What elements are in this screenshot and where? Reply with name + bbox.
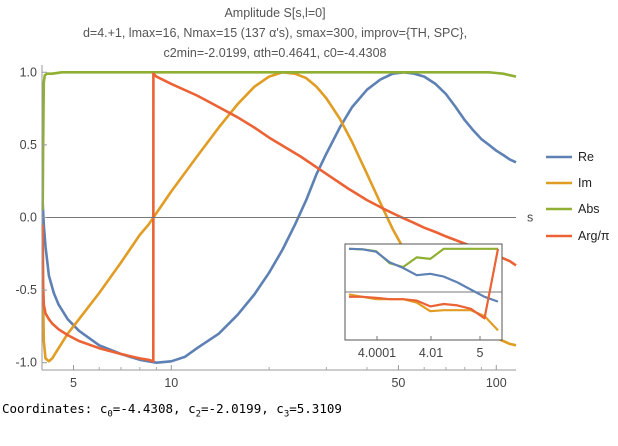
x-tick-label: 10 bbox=[164, 376, 178, 390]
c0-value: =-4.4308 bbox=[112, 401, 174, 416]
c2-value: =-2.0199 bbox=[201, 401, 262, 416]
legend-label: Im bbox=[578, 176, 592, 190]
inset-line-arg bbox=[349, 248, 500, 320]
series-line-arg bbox=[41, 72, 517, 363]
y-tick-label: 0.0 bbox=[20, 211, 37, 225]
legend-label: Re bbox=[578, 150, 594, 164]
inset-tick-label: 5 bbox=[477, 346, 484, 360]
c3-value: =5.3109 bbox=[289, 401, 342, 416]
x-tick-label: 100 bbox=[486, 376, 507, 390]
x-tick-label: 5 bbox=[70, 376, 77, 390]
y-tick-label: 0.5 bbox=[20, 138, 37, 152]
y-tick-label: -1.0 bbox=[15, 356, 37, 370]
y-tick-label: -0.5 bbox=[15, 283, 37, 297]
inset-tick-label: 4.0001 bbox=[358, 346, 396, 360]
series-line-abs bbox=[41, 71, 517, 211]
amplitude-chart: Amplitude S[s,l=0] d=4.+1, lmax=16, Nmax… bbox=[15, 6, 610, 390]
y-tick-label: 1.0 bbox=[20, 65, 37, 79]
x-tick-label: 50 bbox=[391, 376, 405, 390]
coordinates-label: Coordinates: bbox=[2, 401, 100, 416]
chart-subtitle-1: d=4.+1, lmax=16, Nmax=15 (137 α's), smax… bbox=[83, 26, 467, 40]
chart-title: Amplitude S[s,l=0] bbox=[224, 6, 325, 20]
coordinates-readout: Coordinates: c0=-4.4308, c2=-2.0199, c3=… bbox=[2, 401, 342, 420]
chart-subtitle-2: c2min=-2.0199, αth=0.4641, c0=-4.4308 bbox=[163, 46, 386, 60]
series-line-re bbox=[41, 71, 517, 364]
legend-label: Abs bbox=[578, 202, 600, 216]
x-axis-label: s bbox=[527, 211, 533, 225]
inset-line-re bbox=[348, 247, 499, 303]
inset-tick-label: 4.01 bbox=[419, 346, 443, 360]
legend-label: Arg/π bbox=[578, 229, 610, 243]
